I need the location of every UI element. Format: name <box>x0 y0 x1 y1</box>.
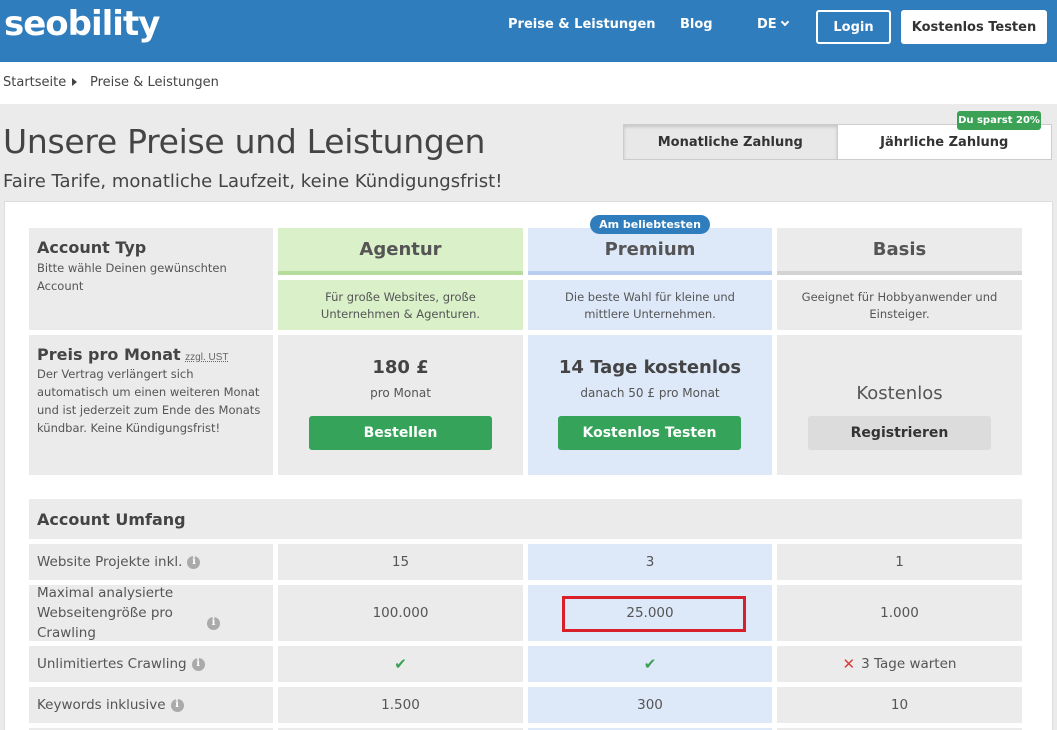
table-cell <box>278 728 523 730</box>
table-cell: ✔ <box>278 646 523 682</box>
price-basis-cell: Kostenlos Registrieren <box>777 335 1022 475</box>
account-type-text: Bitte wähle Deinen gewünschten Account <box>37 261 227 293</box>
value-basis: 1.000 <box>880 605 919 621</box>
plan-desc-agentur-cell: Für große Websites, große Unternehmen & … <box>278 280 523 330</box>
row-label-cell: Maximal analysierte Webseitengröße pro C… <box>29 585 273 641</box>
login-button[interactable]: Login <box>816 10 891 44</box>
plan-desc-basis-cell: Geeignet für Hobbyanwender und Einsteige… <box>777 280 1022 330</box>
info-icon[interactable]: i <box>170 698 184 712</box>
table-cell: 1.500 <box>278 687 523 723</box>
plan-desc-premium-cell: Die beste Wahl für kleine und mittlere U… <box>528 280 772 330</box>
price-agentur: 180 £ <box>372 357 429 378</box>
table-cell: 10 <box>777 687 1022 723</box>
row-label-cell: Website Projekte inkl. i <box>29 544 273 580</box>
price-label-title: Preis pro Monat <box>37 345 181 364</box>
row-label-text: Maximal analysierte Webseitengröße pro C… <box>37 585 174 641</box>
price-premium-cell: 14 Tage kostenlos danach 50 £ pro Monat … <box>528 335 772 475</box>
price-sub-agentur: pro Monat <box>370 386 431 400</box>
highlight-box <box>562 596 746 632</box>
check-icon: ✔ <box>394 655 407 673</box>
value-basis: 3 Tage warten <box>861 656 957 672</box>
page-title: Unsere Preise und Leistungen <box>3 122 486 161</box>
table-cell: 100.000 <box>278 585 523 641</box>
plan-name-agentur: Agentur <box>359 239 442 260</box>
info-icon[interactable]: i <box>191 657 205 671</box>
breadcrumb: Startseite Preise & Leistungen <box>0 62 1057 104</box>
info-icon[interactable]: i <box>187 555 201 569</box>
price-basis: Kostenlos <box>856 383 943 404</box>
table-cell: ✔ <box>528 646 772 682</box>
plan-header-premium: Premium <box>528 228 772 275</box>
register-basis-button[interactable]: Registrieren <box>808 416 991 450</box>
account-type-title: Account Typ <box>37 238 147 257</box>
table-cell: 1.000 <box>777 585 1022 641</box>
table-cell <box>777 728 1022 730</box>
row-label: Keywords inklusive <box>37 697 166 713</box>
breadcrumb-separator-icon <box>72 78 77 86</box>
row-label: Website Projekte inkl. <box>37 554 183 570</box>
language-label: DE <box>757 17 777 32</box>
plan-name-basis: Basis <box>872 239 927 260</box>
plan-name-premium: Premium <box>604 239 696 260</box>
price-label-text: Der Vertrag verlängert sich automatisch … <box>37 367 261 435</box>
vat-note: zzgl. UST <box>185 352 229 363</box>
yearly-billing-option[interactable]: Jährliche Zahlung <box>880 134 1009 150</box>
value-basis: 10 <box>890 697 909 713</box>
chevron-down-icon <box>780 17 789 27</box>
value-basis: 1 <box>895 554 904 570</box>
nav-blog-link[interactable]: Blog <box>680 17 713 32</box>
plan-desc-premium: Die beste Wahl für kleine und mittlere U… <box>565 290 735 321</box>
table-cell <box>528 728 772 730</box>
plan-header-agentur: Agentur <box>278 228 523 275</box>
value-agentur: 1.500 <box>381 697 420 713</box>
check-icon: ✔ <box>643 655 657 673</box>
order-agentur-button[interactable]: Bestellen <box>309 416 492 450</box>
billing-toggle: Monatliche Zahlung Jährliche Zahlung <box>623 124 1052 160</box>
nav-pricing-link[interactable]: Preise & Leistungen <box>508 17 656 32</box>
price-sub-premium: danach 50 £ pro Monat <box>580 386 720 400</box>
table-cell: 15 <box>278 544 523 580</box>
price-premium: 14 Tage kostenlos <box>558 357 742 378</box>
value-premium: 25.000 <box>626 605 674 621</box>
section-title: Account Umfang <box>37 510 186 529</box>
language-dropdown[interactable]: DE <box>757 17 789 32</box>
table-cell: 300 <box>528 687 772 723</box>
value-premium: 300 <box>637 697 663 713</box>
value-agentur: 15 <box>391 554 410 570</box>
page-subtitle: Faire Tarife, monatliche Laufzeit, keine… <box>3 171 503 192</box>
top-navbar: seobility Preise & Leistungen Blog DE Lo… <box>0 0 1057 62</box>
row-label: Unlimitiertes Crawling <box>37 656 187 672</box>
row-label-cell: Unlimitiertes Crawling i <box>29 646 273 682</box>
popular-badge: Am beliebtesten <box>590 215 710 234</box>
plan-header-basis: Basis <box>777 228 1022 275</box>
table-cell: 3 <box>528 544 772 580</box>
price-agentur-cell: 180 £ pro Monat Bestellen <box>278 335 523 475</box>
plan-desc-basis: Geeignet für Hobbyanwender und Einsteige… <box>801 290 998 321</box>
section-header: Account Umfang <box>29 499 1022 539</box>
table-cell: 1 <box>777 544 1022 580</box>
info-icon[interactable]: i <box>207 616 220 630</box>
breadcrumb-home[interactable]: Startseite <box>3 75 67 90</box>
value-premium: 3 <box>645 554 655 570</box>
cross-icon: ✕ <box>842 655 856 673</box>
price-label-cell: Preis pro Monat zzgl. UST Der Vertrag ve… <box>29 335 273 475</box>
row-label-cell: Keywords inklusive i <box>29 687 273 723</box>
plan-desc-agentur: Für große Websites, große Unternehmen & … <box>320 290 481 321</box>
trial-premium-button[interactable]: Kostenlos Testen <box>558 416 741 450</box>
monthly-billing-option[interactable]: Monatliche Zahlung <box>624 125 838 159</box>
savings-badge: Du sparst 20% <box>957 111 1041 130</box>
value-agentur: 100.000 <box>372 605 429 621</box>
table-cell: ✕ 3 Tage warten <box>777 646 1022 682</box>
account-type-cell: Account Typ Bitte wähle Deinen gewünscht… <box>29 228 273 330</box>
row-label-cell <box>29 728 273 730</box>
logo[interactable]: seobility <box>4 4 160 44</box>
breadcrumb-current: Preise & Leistungen <box>90 75 219 90</box>
free-trial-header-button[interactable]: Kostenlos Testen <box>901 10 1047 44</box>
row-label: Maximal analysierte Webseitengröße pro C… <box>37 583 227 643</box>
